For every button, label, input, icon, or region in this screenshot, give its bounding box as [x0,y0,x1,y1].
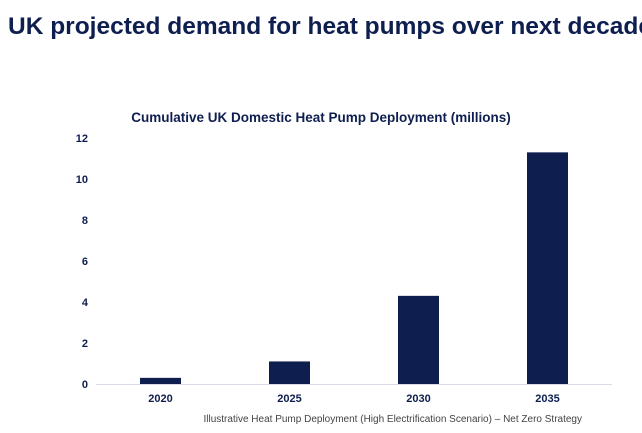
y-tick-label: 8 [82,215,88,227]
chart-title: Cumulative UK Domestic Heat Pump Deploym… [131,110,511,125]
bar [269,361,310,384]
y-tick-label: 4 [82,297,89,309]
page-title: UK projected demand for heat pumps over … [8,13,642,40]
y-tick-label: 0 [82,379,88,391]
bar [140,377,181,384]
y-tick-label: 10 [76,174,88,186]
bar [398,295,439,384]
x-tick-label: 2020 [148,393,172,405]
source-note: Illustrative Heat Pump Deployment (High … [203,414,583,425]
y-tick-label: 6 [82,256,88,268]
y-tick-label: 12 [76,133,88,145]
x-tick-label: 2035 [535,393,559,405]
y-tick-label: 2 [82,338,88,350]
x-tick-label: 2025 [277,393,301,405]
chart-container: Cumulative UK Domestic Heat Pump Deploym… [0,100,642,433]
x-tick-label: 2030 [406,393,430,405]
bar-chart: 0 2 4 6 8 10 12 2020 2025 2030 2035 [76,133,612,405]
bar [527,152,568,384]
